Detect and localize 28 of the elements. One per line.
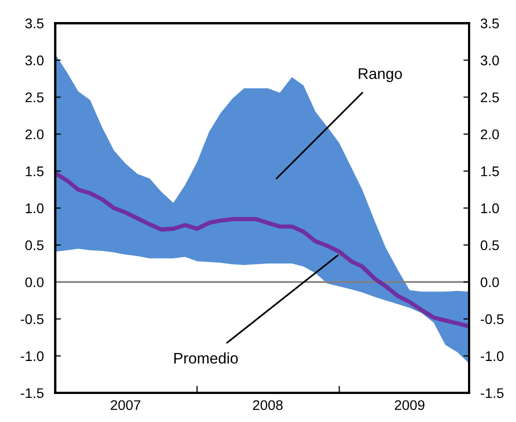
y-tick-label: 1.5 — [26, 166, 44, 176]
y-tick-label: -1.0 — [20, 351, 44, 362]
annotation: Rango — [358, 68, 402, 82]
y2-tick-label: -0.5 — [480, 314, 504, 324]
y2-tick-label: -1.0 — [480, 351, 504, 362]
line-series — [55, 171, 470, 328]
y2-tick-label: 2.5 — [480, 92, 499, 102]
y-tick-label: 1.0 — [26, 203, 44, 214]
y2-tick-label: 0.0 — [480, 277, 499, 288]
x-tick-label: 2009 — [394, 400, 424, 410]
y-tick-label: 2.5 — [25, 92, 44, 102]
y-tick-label: 0.0 — [25, 277, 44, 288]
annotation: Promedio — [174, 352, 238, 364]
y-tick-label: 3.0 — [25, 56, 44, 66]
y-tick-label: 0.5 — [25, 240, 44, 250]
y2-tick-label: 2.0 — [480, 129, 499, 140]
x-tick-label: 2008 — [253, 400, 283, 410]
y2-tick-label: 3.5 — [480, 18, 499, 28]
y2-tick-label: 1.0 — [481, 203, 499, 214]
y-tick-label: 3.5 — [25, 18, 44, 28]
y-tick-label: -0.5 — [20, 314, 44, 324]
y2-tick-label: -1.5 — [480, 388, 504, 398]
x-tick-label: 2007 — [110, 400, 140, 410]
y2-tick-label: 0.5 — [480, 240, 499, 250]
y-tick-label: 2.0 — [25, 129, 44, 140]
y2-tick-label: 1.5 — [481, 166, 499, 176]
y2-tick-label: 3.0 — [480, 56, 499, 66]
y-tick-label: -1.5 — [20, 388, 44, 398]
